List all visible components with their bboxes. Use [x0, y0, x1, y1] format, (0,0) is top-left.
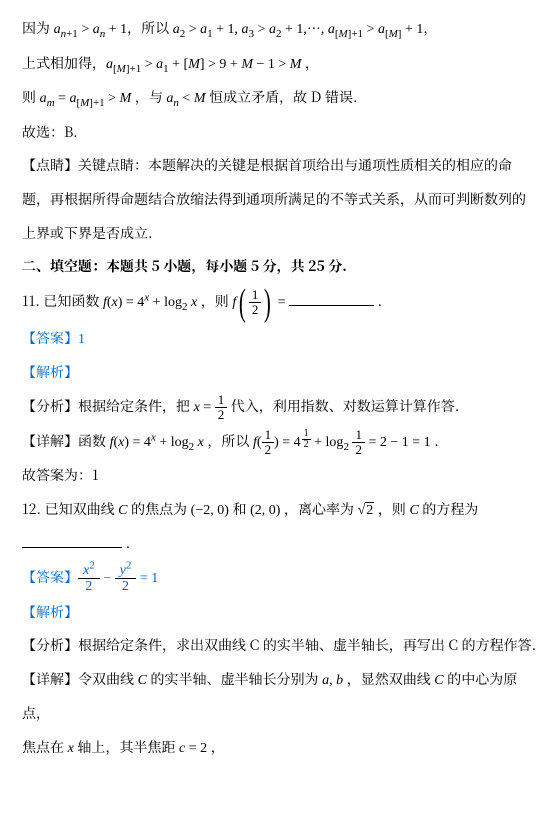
- q12-text: 12. 已知双曲线: [22, 499, 118, 519]
- text: ，与: [131, 87, 166, 107]
- pt2: (2, 0): [250, 503, 280, 518]
- answer-label: 【答案】: [22, 328, 78, 348]
- fenxi-12: 【分析】根据给定条件，求出双曲线 C 的实半轴、虚半轴长，再写出 C 的方程作答…: [22, 629, 537, 663]
- C: C: [118, 503, 127, 518]
- blank2: [22, 533, 122, 548]
- math-sum: a[M]+1 > a1 + [M] > 9 + M − 1 > M: [106, 57, 301, 72]
- fenxi-11: 【分析】根据给定条件，把: [22, 396, 194, 416]
- xiangjie-12c: ，显然双曲线: [343, 669, 434, 689]
- xiangjie-12e: 焦点在: [22, 737, 68, 757]
- pt1: (−2, 0): [191, 503, 229, 518]
- blank: [289, 291, 374, 306]
- math-lt: an < M: [166, 91, 205, 106]
- q12-text6: 的方程为: [419, 499, 479, 519]
- x-half: x = 12: [194, 400, 228, 415]
- answer-value: 1: [78, 332, 85, 347]
- q11-text2: ，则: [197, 291, 232, 311]
- choice-line: 故选：B.: [22, 116, 537, 150]
- C2: C: [409, 503, 418, 518]
- ab: a, b: [322, 673, 343, 688]
- xiangjie-11b: ，所以: [204, 431, 253, 451]
- text: 上式相加得，: [22, 53, 106, 73]
- math-chain: a2 > a1 + 1, a3 > a2 + 1,···, a[M]+1 > a…: [173, 22, 424, 37]
- gudaan-11: 故答案为：1: [22, 459, 537, 493]
- math-inequality: an+1 > an + 1: [54, 22, 128, 37]
- text: ，: [423, 18, 437, 38]
- fenxi-11b: 代入，利用指数、对数运算计算作答.: [227, 396, 459, 416]
- q12-text3: 和: [229, 499, 250, 519]
- calc-11: f(12) = 412 + log2 12 = 2 − 1 = 1: [253, 435, 431, 450]
- c-eq-2: c = 2: [179, 741, 207, 756]
- jiexi-label: 【解析】: [22, 356, 537, 390]
- q11-func: f(x) = 4x + log2 x: [103, 295, 197, 310]
- q11-fhalf: f(12) =: [232, 295, 285, 310]
- sqrt2: √2: [358, 502, 375, 518]
- text: 因为: [22, 18, 54, 38]
- C3: C: [138, 673, 147, 688]
- text: 则: [22, 87, 40, 107]
- text: 恒成立矛盾，故 D 错误.: [206, 87, 358, 107]
- xiangjie-11: 【详解】函数: [22, 431, 110, 451]
- q12-text2: 的焦点为: [128, 499, 191, 519]
- C4: C: [434, 673, 443, 688]
- answer12-eq: x22 − y22 = 1: [78, 571, 158, 586]
- answer12-label: 【答案】: [22, 567, 78, 587]
- section-header: 二、填空题：本题共 5 小题，每小题 5 分，共 25 分.: [22, 250, 537, 284]
- q11-text: 11. 已知函数: [22, 291, 103, 311]
- text: ，: [301, 53, 319, 73]
- dianjing: 【点睛】关键点睛：本题解决的关键是根据首项给出与通项性质相关的相应的命题，再根据…: [22, 149, 537, 250]
- jiexi12-label: 【解析】: [22, 596, 537, 630]
- math-eq: am = a[M]+1 > M: [40, 91, 132, 106]
- xiangjie-12b: 的实半轴、虚半轴长分别为: [147, 669, 322, 689]
- func-repeat: f(x) = 4x + log2 x: [110, 435, 204, 450]
- xiangjie-12f: 轴上，其半焦距: [74, 737, 179, 757]
- xiangjie-12g: ，: [207, 737, 225, 757]
- q12-text5: ，则: [374, 499, 409, 519]
- xiangjie-12a: 【详解】令双曲线: [22, 669, 138, 689]
- xiangjie-11c: .: [431, 431, 439, 451]
- q12-text4: ，离心率为: [280, 499, 357, 519]
- text: ，所以: [127, 18, 173, 38]
